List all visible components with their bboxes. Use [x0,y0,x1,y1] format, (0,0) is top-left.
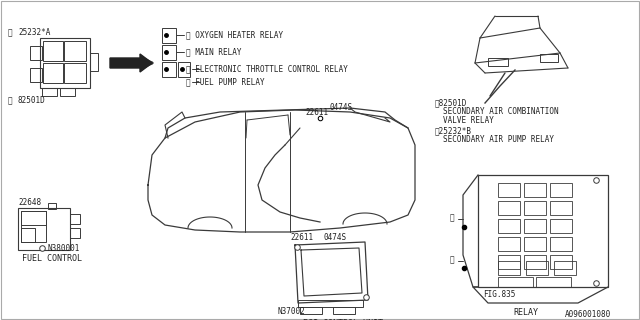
Bar [550,201,572,215]
Text: 0474S: 0474S [323,233,346,242]
Bar [300,307,322,314]
Text: 22648: 22648 [18,198,41,207]
Bar [162,62,176,77]
Bar [64,63,86,83]
Text: ③82501D: ③82501D [435,98,467,107]
Bar [30,68,42,82]
Bar [21,211,46,225]
Bar [498,255,520,269]
Text: FIG.835: FIG.835 [483,290,515,299]
Text: ④: ④ [450,255,454,264]
Bar [498,277,533,287]
Text: 0474S: 0474S [330,103,353,112]
Text: ①: ① [8,28,13,37]
Text: 82501D: 82501D [18,96,45,105]
Bar [550,237,572,251]
Text: 22611: 22611 [290,233,313,242]
Text: ① OXYGEN HEATER RELAY: ① OXYGEN HEATER RELAY [186,30,283,39]
Text: 25232*A: 25232*A [18,28,51,37]
Text: ② ELECTRONIC THROTTLE CONTROL RELAY: ② ELECTRONIC THROTTLE CONTROL RELAY [186,64,348,73]
Bar [550,183,572,197]
Bar [64,41,86,61]
Text: N380001: N380001 [48,244,81,253]
Bar [498,183,520,197]
Bar [540,54,558,62]
Bar [21,211,46,242]
Text: ① MAIN RELAY: ① MAIN RELAY [186,47,241,56]
Text: VALVE RELAY: VALVE RELAY [443,116,494,125]
Text: A096001080: A096001080 [565,310,611,319]
Bar [524,237,546,251]
Bar [162,45,176,60]
Bar [550,255,572,269]
Bar [524,183,546,197]
Text: N37002: N37002 [277,307,305,316]
Bar [478,175,608,287]
Bar [42,88,57,96]
Bar [498,237,520,251]
Bar [70,228,80,238]
Bar [526,261,548,275]
Bar [90,53,98,71]
Text: SECONDARY AIR PUMP RELAY: SECONDARY AIR PUMP RELAY [443,135,554,144]
Bar [488,58,508,66]
Bar [524,219,546,233]
Bar [60,88,75,96]
Bar [43,41,63,61]
Bar [536,277,571,287]
Bar [178,62,190,77]
Bar [48,203,56,209]
Bar [498,261,520,275]
Bar [70,214,80,224]
Bar [554,261,576,275]
Bar [162,28,176,43]
Bar [524,201,546,215]
Text: ④25232*B: ④25232*B [435,126,472,135]
Bar [40,38,90,88]
FancyArrow shape [110,54,152,72]
Bar [498,219,520,233]
Text: ②: ② [8,96,13,105]
Bar [30,46,42,60]
Bar [333,307,355,314]
Text: ② FUEL PUMP RELAY: ② FUEL PUMP RELAY [186,77,264,86]
Text: FUEL CONTROL: FUEL CONTROL [22,254,82,263]
Bar [43,63,63,83]
Bar [18,208,70,250]
Text: ③: ③ [450,213,454,222]
Bar [550,219,572,233]
Text: EGI CONTROL UNIT: EGI CONTROL UNIT [303,319,383,320]
Bar [524,255,546,269]
Text: 22611: 22611 [305,108,328,117]
Bar [21,228,35,242]
Bar [498,201,520,215]
Text: SECONDARY AIR COMBINATION: SECONDARY AIR COMBINATION [443,107,559,116]
Text: RELAY: RELAY [513,308,538,317]
Bar [298,300,363,307]
